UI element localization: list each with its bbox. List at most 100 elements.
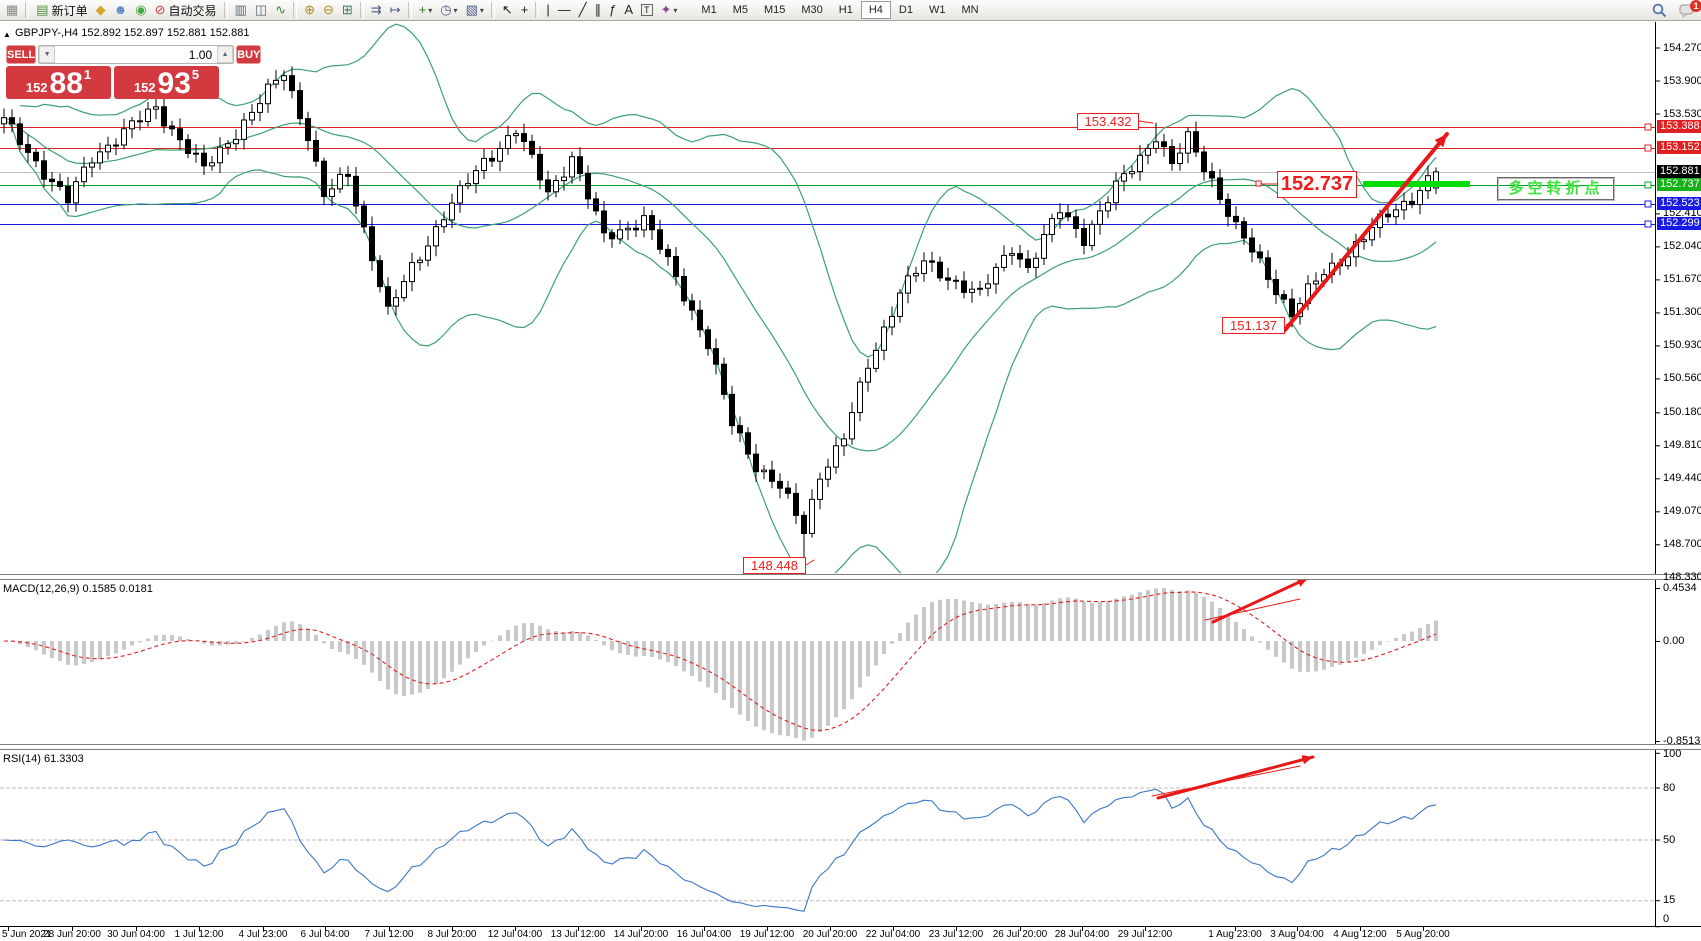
- price-badge: 152.737: [1657, 178, 1701, 192]
- time-axis-label: 3 Aug 04:00: [1270, 929, 1324, 940]
- trendline-icon[interactable]: ╱: [578, 2, 587, 17]
- templates-icon[interactable]: ▧ ▾: [465, 2, 484, 17]
- timeframe-M30[interactable]: M30: [801, 4, 823, 16]
- zoom-in-icon[interactable]: ⊕: [304, 2, 315, 17]
- mql5-community-icon[interactable]: ◆: [95, 2, 106, 17]
- time-axis-label: 4 Jul 23:00: [238, 929, 288, 940]
- price-tick: 149.810: [1663, 439, 1701, 452]
- price-badge: 153.388: [1657, 120, 1701, 134]
- time-axis-label: 16 Jul 04:00: [676, 929, 732, 940]
- vertical-line-icon[interactable]: |: [546, 2, 550, 17]
- time-axis-label: 6 Jul 04:00: [300, 929, 350, 940]
- indicators-icon-dropdown[interactable]: ▾: [428, 5, 433, 15]
- rsi-axis-label: 50: [1663, 834, 1676, 846]
- shapes-icon-dropdown[interactable]: ▾: [673, 5, 678, 15]
- timeframe-W1[interactable]: W1: [928, 4, 946, 16]
- cursor-icon[interactable]: ↖: [501, 2, 513, 17]
- timeframe-M5[interactable]: M5: [732, 4, 748, 16]
- volume-increase-button[interactable]: ▲: [217, 46, 234, 63]
- volume-decrease-button[interactable]: ▼: [39, 46, 56, 63]
- chat-support-icon[interactable]: ☻: [113, 2, 128, 17]
- sell-price-prefix: 152: [25, 80, 48, 95]
- indicators-icon[interactable]: + ▾: [418, 2, 433, 17]
- bar-chart-icon[interactable]: ▥: [234, 2, 247, 17]
- timeframe-MN[interactable]: MN: [961, 4, 979, 16]
- trend-arrow-head: [1301, 755, 1313, 765]
- price-tick: 151.300: [1663, 306, 1701, 319]
- quick-nav-toggle[interactable]: ▲: [3, 30, 11, 39]
- price-annotation-label[interactable]: 152.737: [1277, 171, 1357, 198]
- sell-price-sup: 1: [83, 67, 92, 82]
- auto-trading-icon[interactable]: ⊘ 自动交易: [154, 2, 217, 18]
- toolbar-right: 1: [1652, 0, 1701, 20]
- volume-input[interactable]: [55, 46, 218, 63]
- price-tick: 150.560: [1663, 372, 1701, 385]
- chat-icon[interactable]: 1: [1679, 0, 1701, 18]
- timeframe-H4[interactable]: H4: [860, 1, 891, 19]
- zoom-out-icon[interactable]: ⊖: [322, 2, 334, 17]
- time-axis-label: 30 Jun 04:00: [107, 929, 165, 940]
- new-order-icon[interactable]: ▤ 新订单: [36, 2, 88, 18]
- price-tick: 153.530: [1663, 107, 1701, 120]
- time-axis-label: 1 Jul 12:00: [174, 929, 224, 940]
- price-tick: 148.700: [1663, 538, 1701, 551]
- fibonacci-icon[interactable]: ƒ: [609, 2, 617, 17]
- time-axis-label: 26 Jul 20:00: [992, 929, 1048, 940]
- toolbar-separator: [359, 2, 364, 18]
- signals-icon[interactable]: ◉: [135, 2, 147, 17]
- macd-panel-separator[interactable]: [0, 574, 1701, 580]
- toolbar-separator: [223, 2, 228, 18]
- timeframe-H1[interactable]: H1: [838, 4, 853, 16]
- macd-axis-label: 0.4534: [1663, 582, 1697, 594]
- timeframe-toolbar: M1 M5 M15 M30 H1 H4 D1 W1 MN: [693, 1, 986, 19]
- chart-shift-icon[interactable]: ↦: [389, 2, 401, 17]
- price-annotation-label[interactable]: 148.448: [743, 557, 806, 574]
- toolbar-buttons: ▦ ▤ 新订单 ◆ ☻ ◉ ⊘ 自动交易 ▥ ◫ ∿ ⊕ ⊖ ⊞ ⇉ ↦ + ▾ ◷ ▾ ▧ ▾ ↖ + | — ╱ ∥ ƒ A T ✦ ▾: [2, 1, 681, 19]
- periods-icon[interactable]: ◷ ▾: [440, 2, 458, 17]
- timeframe-M1[interactable]: M1: [701, 4, 717, 16]
- price-tick: 148.330: [1663, 571, 1701, 584]
- templates-icon-dropdown[interactable]: ▾: [479, 5, 484, 15]
- toolbar-separator: [293, 2, 298, 18]
- volume-control: ▼ ▲: [38, 45, 235, 64]
- rsi-label: RSI(14) 61.3303: [3, 753, 84, 765]
- time-axis-label: 20 Jul 20:00: [802, 929, 858, 940]
- sell-price-big: 88: [49, 67, 83, 100]
- text-icon[interactable]: A: [624, 2, 633, 17]
- time-axis-label: 1 Aug 23:00: [1208, 929, 1262, 940]
- rsi-panel-separator[interactable]: [0, 744, 1701, 750]
- rsi-axis-label: 100: [1663, 748, 1682, 760]
- trend-arrow-head: [1434, 134, 1447, 148]
- price-badge: 152.523: [1657, 197, 1701, 211]
- tile-windows-icon[interactable]: ⊞: [341, 2, 353, 17]
- buy-button[interactable]: BUY: [236, 45, 262, 64]
- shapes-icon[interactable]: ✦ ▾: [660, 2, 678, 17]
- turning-point-label[interactable]: 多空转折点: [1497, 177, 1615, 201]
- timeframe-D1[interactable]: D1: [898, 4, 913, 16]
- auto-scroll-icon[interactable]: ⇉: [370, 2, 382, 17]
- timeframe-M15[interactable]: M15: [763, 4, 786, 16]
- time-axis-label: 19 Jul 12:00: [739, 929, 795, 940]
- sell-button[interactable]: SELL: [6, 45, 37, 64]
- search-icon[interactable]: [1652, 3, 1667, 18]
- candlestick-chart-icon[interactable]: ◫: [254, 2, 268, 17]
- macd-axis-label: -0.8513: [1663, 735, 1701, 747]
- toolbar: ▦ ▤ 新订单 ◆ ☻ ◉ ⊘ 自动交易 ▥ ◫ ∿ ⊕ ⊖ ⊞ ⇉ ↦ + ▾ ◷ ▾ ▧ ▾ ↖ + | — ╱ ∥ ƒ A T ✦ ▾ M…: [0, 0, 1701, 21]
- channel-icon[interactable]: ∥: [594, 2, 602, 17]
- sell-price-button[interactable]: 152 88 1: [6, 66, 111, 99]
- buy-price-button[interactable]: 152 93 5: [114, 66, 219, 99]
- horizontal-line-icon[interactable]: —: [557, 2, 571, 17]
- crosshair-icon[interactable]: +: [520, 2, 529, 17]
- buy-price-sup: 5: [191, 67, 200, 82]
- price-badge: 152.299: [1657, 217, 1701, 231]
- text-label-icon[interactable]: T: [637, 1, 657, 19]
- periods-icon-dropdown[interactable]: ▾: [453, 5, 458, 15]
- price-annotation-label[interactable]: 151.137: [1222, 317, 1285, 334]
- rsi-axis-label: 15: [1663, 894, 1676, 906]
- notification-badge: 1: [1690, 0, 1701, 12]
- new-chart-icon[interactable]: ▦: [6, 2, 19, 17]
- price-annotation-label[interactable]: 153.432: [1077, 113, 1139, 130]
- line-chart-icon[interactable]: ∿: [275, 2, 287, 17]
